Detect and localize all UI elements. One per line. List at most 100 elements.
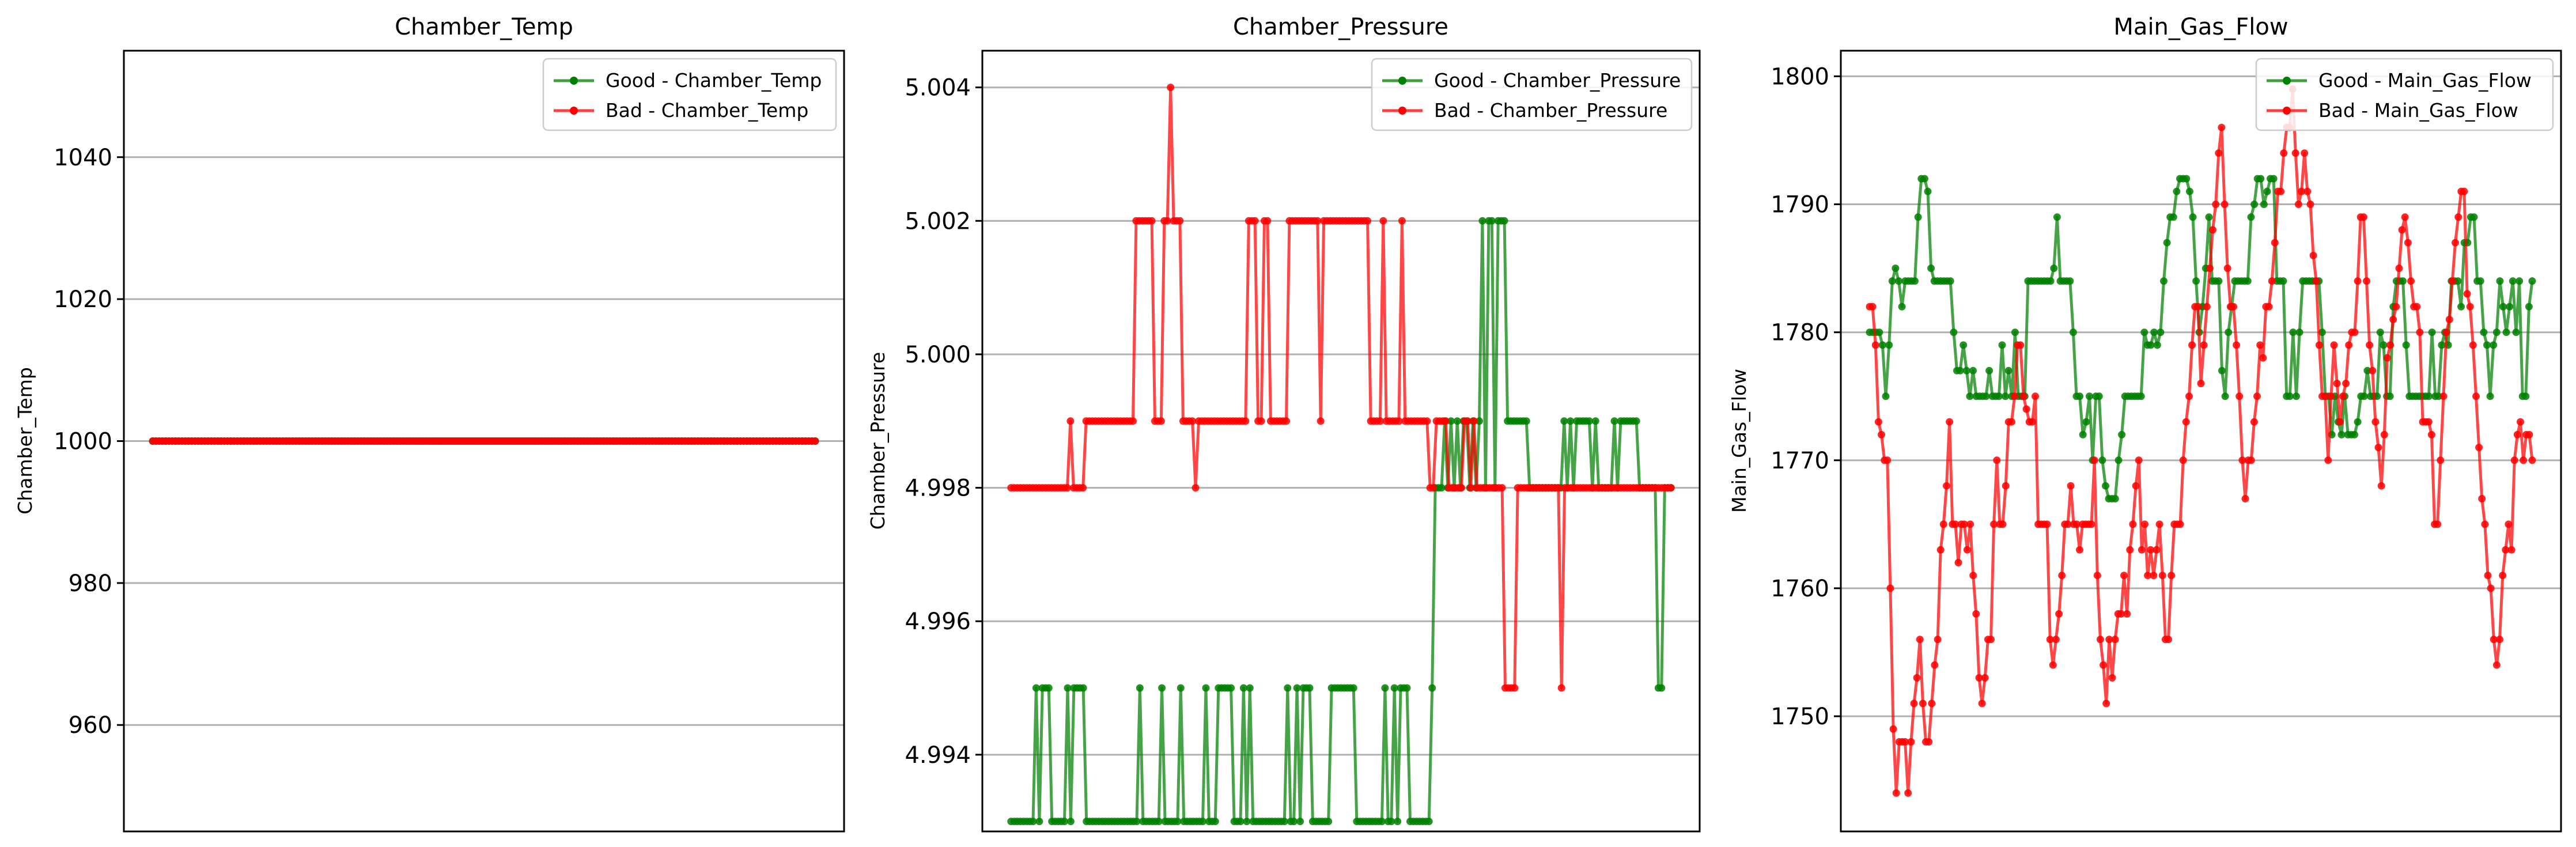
data-point <box>2043 520 2051 528</box>
data-point <box>2507 546 2516 554</box>
data-point <box>2376 328 2384 336</box>
data-point <box>1428 684 1436 692</box>
data-point <box>1522 417 1530 425</box>
data-point <box>2179 456 2187 464</box>
data-point <box>2212 201 2220 209</box>
data-point <box>1129 417 1137 425</box>
series-bad <box>149 437 819 445</box>
data-point <box>2253 392 2261 400</box>
data-point <box>2399 277 2407 285</box>
data-point <box>2079 430 2087 438</box>
data-point <box>2123 610 2131 618</box>
data-point <box>2517 418 2524 426</box>
data-point <box>1874 418 1882 426</box>
data-point <box>2223 264 2231 273</box>
data-point <box>1969 366 1977 375</box>
data-point <box>2004 366 2013 375</box>
data-point <box>2438 341 2446 349</box>
data-point <box>1364 217 1372 225</box>
data-point <box>2363 277 2370 285</box>
legend-item: Bad - Main_Gas_Flow <box>2267 99 2518 122</box>
data-point <box>2339 392 2347 400</box>
data-point <box>2053 213 2061 221</box>
data-point <box>1969 572 1977 580</box>
data-point <box>1498 484 1506 492</box>
data-point <box>2102 482 2109 490</box>
data-point <box>1946 418 1954 426</box>
data-point <box>2176 520 2184 528</box>
data-point <box>2309 251 2317 259</box>
y-tick-label: 980 <box>69 570 112 597</box>
data-point <box>2472 392 2480 400</box>
data-point <box>2086 392 2093 400</box>
data-point <box>1423 417 1431 425</box>
data-point <box>1177 684 1185 692</box>
data-point <box>1155 818 1163 826</box>
data-point <box>1919 699 1927 708</box>
data-point <box>2454 213 2462 221</box>
data-point <box>2363 366 2371 375</box>
data-point <box>2017 341 2025 349</box>
data-point <box>2434 520 2442 528</box>
data-point <box>2492 661 2501 669</box>
data-point <box>1956 366 1964 375</box>
y-tick-label: 1780 <box>1771 320 1829 346</box>
data-point <box>2528 277 2536 285</box>
data-point <box>1425 818 1433 826</box>
data-point <box>2492 328 2501 336</box>
data-point <box>1174 818 1182 826</box>
data-point <box>1064 684 1072 692</box>
data-point <box>2250 201 2259 209</box>
data-point <box>1429 484 1438 492</box>
plot-frame <box>981 50 1701 833</box>
data-point <box>1998 341 2006 349</box>
data-point <box>1211 818 1219 826</box>
data-point <box>1280 818 1288 826</box>
data-point <box>2046 636 2054 644</box>
data-point <box>1920 175 1928 183</box>
data-point <box>1557 684 1565 692</box>
data-point <box>2469 341 2477 349</box>
data-point <box>2137 392 2145 400</box>
data-point <box>1931 661 1939 669</box>
data-point <box>1927 264 1935 273</box>
data-point <box>2294 201 2302 209</box>
data-point <box>2413 302 2421 311</box>
data-point <box>2011 328 2019 336</box>
data-point <box>2098 456 2106 464</box>
data-point <box>2114 456 2123 464</box>
data-point <box>1378 818 1386 826</box>
data-point <box>2351 328 2359 336</box>
data-point <box>2470 213 2478 221</box>
data-point <box>2147 341 2155 349</box>
data-point <box>1251 217 1259 225</box>
legend-item: Bad - Chamber_Temp <box>554 99 808 122</box>
data-point <box>2448 277 2456 285</box>
data-point <box>1325 818 1333 826</box>
data-point <box>1892 789 1900 797</box>
data-point <box>2389 316 2397 323</box>
data-point <box>2140 328 2148 336</box>
data-point <box>2374 444 2382 452</box>
data-point <box>2522 392 2530 400</box>
data-point <box>1167 84 1175 92</box>
data-point <box>2182 175 2191 183</box>
data-point <box>2502 328 2510 336</box>
data-point <box>2505 520 2513 528</box>
data-point <box>2096 636 2104 644</box>
data-point <box>2188 341 2196 349</box>
data-point <box>1885 341 1893 349</box>
data-point <box>2392 302 2400 311</box>
data-point <box>2351 430 2358 438</box>
data-point <box>1667 484 1675 492</box>
data-point <box>2360 392 2368 400</box>
data-point <box>2168 572 2176 580</box>
data-point <box>1895 277 1902 285</box>
data-point <box>2330 341 2338 349</box>
data-point <box>2002 392 2010 400</box>
data-point <box>2233 341 2241 349</box>
data-point <box>2052 636 2060 644</box>
data-point <box>2138 546 2146 554</box>
data-point <box>2427 430 2435 438</box>
data-point <box>2324 456 2332 464</box>
